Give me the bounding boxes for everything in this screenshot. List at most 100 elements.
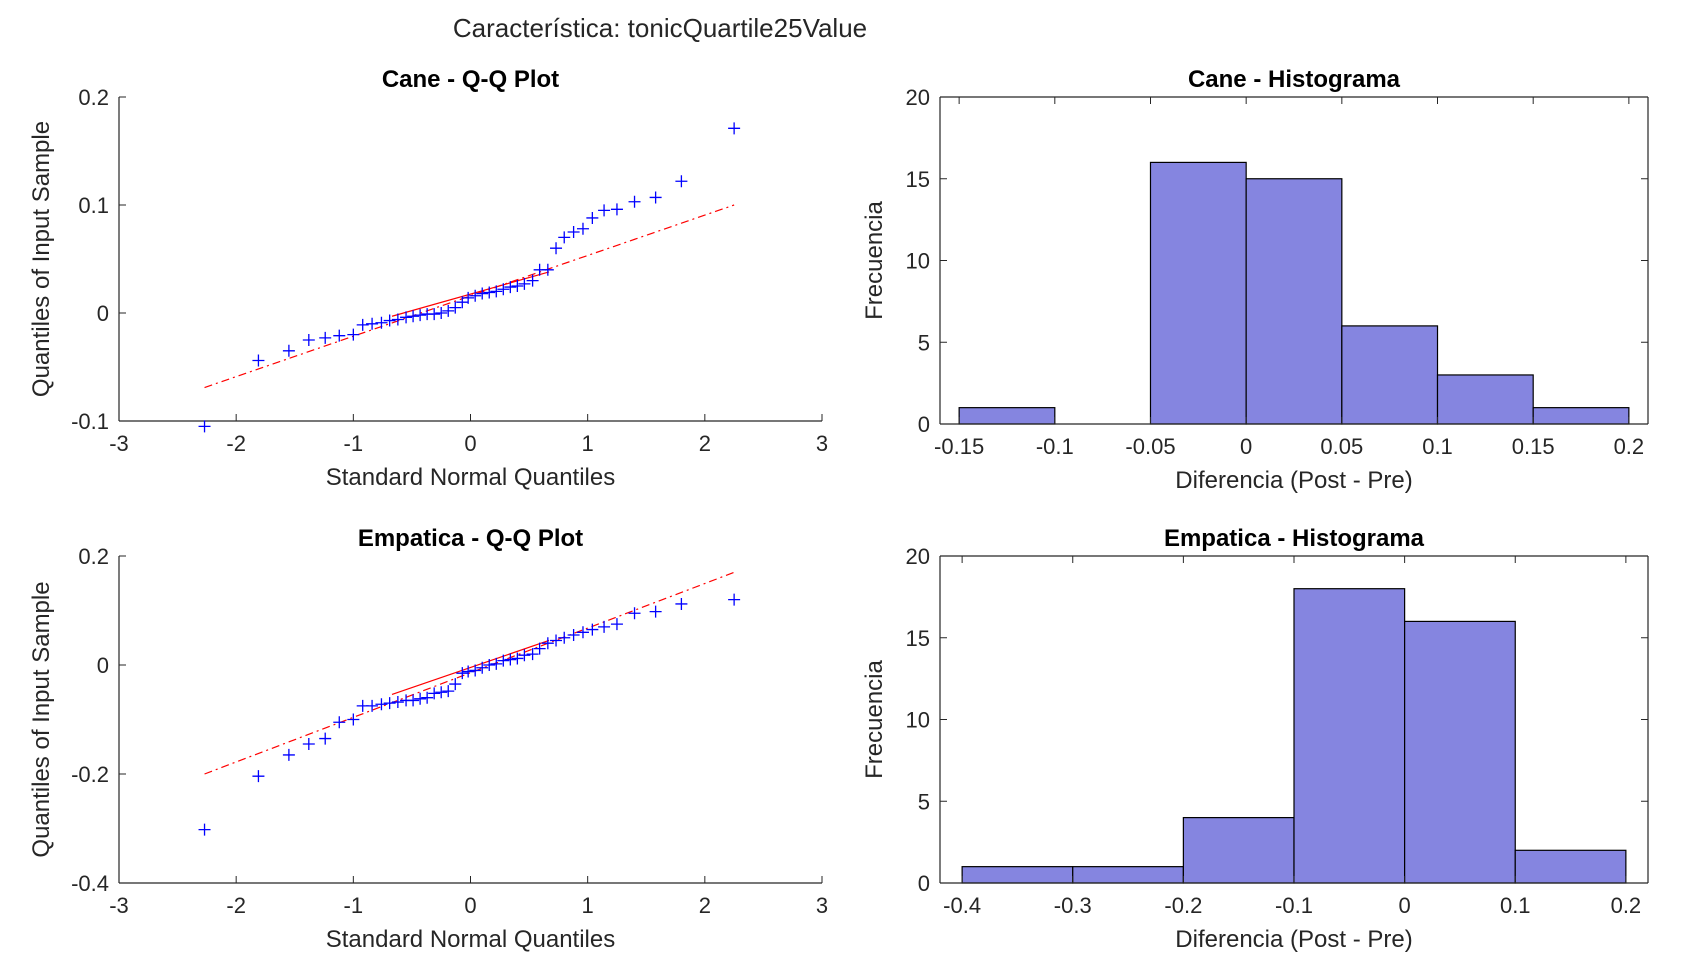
- cane-hist-bar-4: [1341, 325, 1439, 425]
- empatica-hist-ytick-label: 15: [906, 626, 930, 651]
- cane-qq-xtick-label: -3: [109, 431, 129, 456]
- empatica-qq-point-37: [586, 623, 599, 636]
- empatica-qq-point-4: [319, 732, 332, 745]
- empatica-hist-xtick-label: -0.3: [1054, 893, 1092, 918]
- empatica-qq-point-27: [504, 653, 517, 666]
- empatica-qq-point-1: [252, 770, 265, 783]
- cane-qq-panel: Cane - Q-Q Plot -3 -2 -1 0 1 2 3 -0.1 0 0.1 0.2 Stan…: [28, 66, 828, 491]
- cane-qq-point-5: [333, 329, 346, 342]
- empatica-qq-point-42: [675, 597, 688, 610]
- empatica-qq-point-14: [414, 692, 427, 705]
- empatica-hist-bar-3: [1293, 588, 1406, 884]
- figure-suptitle: Característica: tonicQuartile25Value: [453, 13, 867, 43]
- cane-qq-xtick-label: 0: [464, 431, 476, 456]
- empatica-qq-point-34: [558, 631, 571, 644]
- cane-hist-panel: Cane - Histograma -0.15 -0.1 -0.05 0 0.05 0.1 0…: [861, 66, 1649, 494]
- cane-qq-point-4: [319, 331, 332, 344]
- cane-qq-point-9: [375, 316, 388, 329]
- cane-qq-point-10: [383, 314, 396, 327]
- cane-qq-point-26: [497, 283, 510, 296]
- cane-qq-ytick-label: 0.2: [78, 85, 109, 110]
- cane-qq-ytick-label: -0.1: [71, 409, 109, 434]
- empatica-hist-ytick-label: 5: [918, 789, 930, 814]
- empatica-qq-reference-extension: [204, 571, 735, 775]
- empatica-qq-ytick-label: 0: [97, 653, 109, 678]
- empatica-hist-ytick-label: 10: [906, 708, 930, 733]
- cane-hist-bar-6: [1532, 407, 1630, 425]
- cane-qq-point-29: [518, 277, 531, 290]
- empatica-qq-point-15: [421, 691, 434, 704]
- cane-hist-xtick-label: -0.1: [1036, 434, 1074, 459]
- empatica-hist-xtick-label: 0.2: [1611, 893, 1642, 918]
- cane-qq-point-19: [449, 301, 462, 314]
- empatica-qq-point-43: [728, 593, 741, 606]
- empatica-hist-xlabel: Diferencia (Post - Pre): [1175, 926, 1412, 953]
- cane-hist-ylabel: Frecuencia: [861, 200, 888, 319]
- empatica-qq-reference-line: [391, 639, 550, 695]
- cane-qq-point-38: [598, 204, 611, 217]
- empatica-qq-xtick-label: -2: [226, 893, 246, 918]
- empatica-hist-xtick-label: 0.1: [1500, 893, 1531, 918]
- cane-hist-bar-3: [1245, 178, 1343, 425]
- empatica-hist-bar-2: [1182, 816, 1295, 884]
- empatica-qq-point-19: [449, 678, 462, 691]
- empatica-hist-ytick-label: 20: [906, 544, 930, 569]
- cane-qq-ylabel: Quantiles of Input Sample: [28, 121, 55, 397]
- cane-qq-point-2: [282, 344, 295, 357]
- empatica-qq-xtick-label: 1: [582, 893, 594, 918]
- cane-qq-point-28: [511, 280, 524, 292]
- cane-qq-point-16: [428, 308, 441, 321]
- empatica-qq-point-22: [469, 664, 482, 677]
- cane-qq-point-34: [558, 231, 571, 244]
- empatica-hist-ytick-label: 0: [918, 871, 930, 896]
- cane-qq-point-11: [391, 313, 404, 326]
- empatica-qq-point-8: [366, 699, 379, 712]
- cane-hist-xtick-label: 0.2: [1614, 434, 1645, 459]
- empatica-qq-point-3: [302, 738, 315, 751]
- empatica-qq-point-28: [511, 652, 524, 665]
- cane-qq-xtick-label: 1: [582, 431, 594, 456]
- empatica-qq-xtick-label: 3: [816, 893, 828, 918]
- cane-qq-point-25: [490, 285, 503, 298]
- empatica-qq-title: Empatica - Q-Q Plot: [358, 525, 583, 552]
- cane-qq-point-30: [526, 274, 539, 287]
- cane-hist-xtick-label: -0.05: [1125, 434, 1175, 459]
- empatica-hist-xtick-label: -0.2: [1164, 893, 1202, 918]
- empatica-qq-point-20: [456, 667, 469, 680]
- cane-qq-point-1: [252, 354, 265, 367]
- cane-qq-point-8: [366, 317, 379, 330]
- empatica-hist-xtick-label: -0.4: [943, 893, 981, 918]
- empatica-qq-ylabel: Quantiles of Input Sample: [28, 581, 55, 857]
- cane-hist-ytick-label: 20: [906, 85, 930, 110]
- empatica-qq-point-36: [576, 626, 589, 639]
- cane-hist-xlabel: Diferencia (Post - Pre): [1175, 467, 1412, 494]
- empatica-qq-point-18: [442, 685, 455, 698]
- cane-hist-bar-5: [1436, 374, 1534, 425]
- cane-qq-point-0: [198, 420, 211, 433]
- cane-qq-point-42: [675, 175, 688, 188]
- cane-qq-point-24: [483, 286, 496, 299]
- cane-hist-xtick-label: -0.15: [934, 434, 984, 459]
- cane-qq-point-40: [628, 195, 641, 208]
- cane-qq-point-17: [435, 307, 448, 319]
- empatica-qq-xtick-label: -3: [109, 893, 129, 918]
- cane-qq-xtick-label: 3: [816, 431, 828, 456]
- subplot-grid: Cane - Q-Q Plot -3 -2 -1 0 1 2 3 -0.1 0 0.1 0.2 Stan…: [28, 66, 1649, 953]
- cane-qq-point-3: [302, 334, 315, 346]
- empatica-hist-bar-4: [1404, 620, 1516, 884]
- cane-hist-bar-2: [1149, 161, 1247, 425]
- empatica-qq-ytick-label: -0.2: [71, 762, 109, 787]
- empatica-qq-point-13: [407, 694, 420, 707]
- cane-hist-xtick-label: 0.1: [1422, 434, 1453, 459]
- empatica-hist-title: Empatica - Histograma: [1164, 525, 1425, 552]
- cane-qq-point-14: [414, 309, 427, 322]
- empatica-hist-bar-0: [961, 866, 1074, 884]
- cane-qq-point-21: [462, 291, 475, 304]
- empatica-qq-point-23: [476, 661, 489, 674]
- empatica-qq-xlabel: Standard Normal Quantiles: [326, 926, 615, 953]
- cane-hist-ytick-label: 15: [906, 167, 930, 192]
- empatica-qq-point-38: [598, 620, 611, 633]
- empatica-qq-point-33: [550, 634, 563, 647]
- empatica-qq-point-9: [375, 698, 388, 711]
